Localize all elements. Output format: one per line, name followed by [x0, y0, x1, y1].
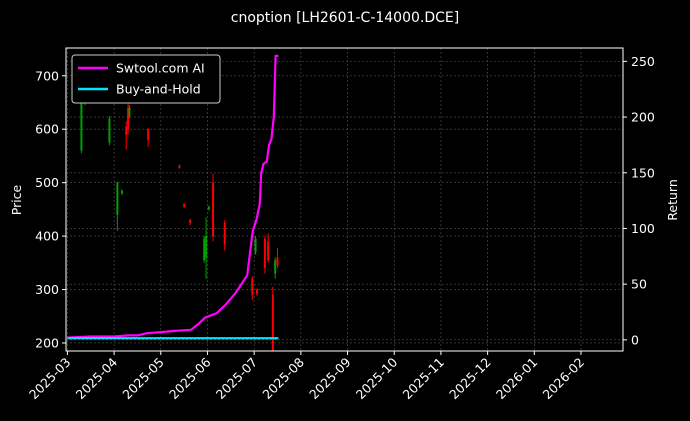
candle-body: [274, 260, 277, 274]
legend-box: [71, 54, 221, 104]
candle-body: [125, 126, 128, 135]
candle-body: [127, 107, 130, 130]
y-tick-label: 200: [35, 335, 59, 350]
candle-body: [255, 289, 258, 294]
candle-body: [271, 294, 274, 351]
legend-label-benchmark: Buy-and-Hold: [116, 82, 201, 97]
y2-tick-label: 50: [631, 277, 647, 292]
candle-body: [205, 236, 208, 258]
candle-body: [121, 190, 124, 194]
plot-frame: [65, 47, 624, 352]
candle-body: [254, 238, 257, 253]
y2-tick-label: 150: [631, 165, 655, 180]
y-tick-label: 600: [35, 122, 59, 137]
candle-body: [263, 238, 266, 269]
y-tick-label: 700: [35, 68, 59, 83]
y2-axis-ticks: 0 50 100 150 200 250: [623, 54, 655, 347]
candle-body: [189, 220, 192, 223]
candle-body: [80, 81, 83, 151]
grid: [66, 48, 623, 351]
y-tick-label: 300: [35, 282, 59, 297]
y2-tick-label: 0: [631, 332, 639, 347]
candle-body: [203, 238, 206, 261]
candle-body: [178, 165, 181, 168]
series-line-strategy: [67, 54, 279, 339]
candle-body: [116, 182, 119, 215]
candle-body: [223, 222, 226, 245]
candle-body: [128, 107, 131, 116]
candle-body: [147, 129, 150, 140]
candle-body: [276, 257, 279, 266]
legend-label-strategy: Swtool.com AI: [116, 61, 205, 76]
y-tick-label: 500: [35, 175, 59, 190]
legend: Swtool.com AI Buy-and-Hold: [71, 54, 221, 104]
y2-tick-label: 200: [631, 110, 655, 125]
y2-tick-label: 250: [631, 54, 655, 69]
y-tick-label: 400: [35, 229, 59, 244]
candle-body: [267, 241, 270, 261]
candle-body: [251, 278, 254, 295]
candle-body: [183, 204, 186, 207]
candle-body: [212, 182, 215, 237]
y-axis-label: Price: [9, 184, 24, 215]
candle-body: [108, 118, 111, 143]
y-axis-ticks: 200 300 400 500 600 700: [35, 68, 66, 350]
chart-title: cnoption [LH2601-C-14000.DCE]: [231, 10, 459, 26]
y2-axis-label: Return: [665, 179, 680, 220]
candle-body: [207, 206, 210, 210]
y2-tick-label: 100: [631, 221, 655, 236]
series-lines: [67, 54, 279, 340]
